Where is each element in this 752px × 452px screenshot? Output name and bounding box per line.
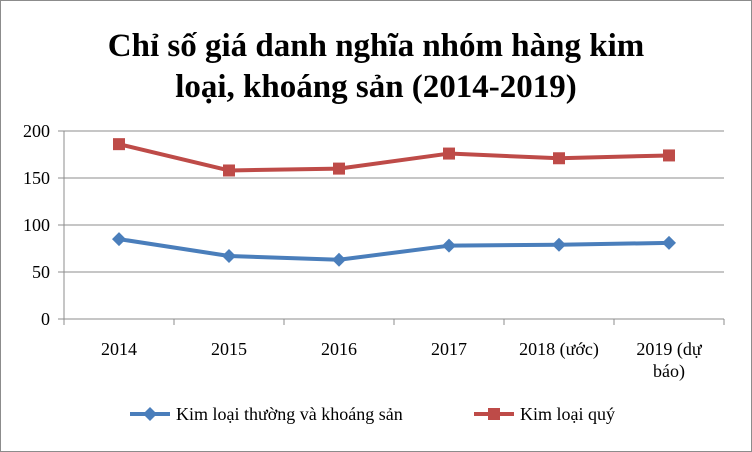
chart-title-line-1: Chỉ số giá danh nghĩa nhóm hàng kim <box>108 28 644 64</box>
legend-label-precious-metals: Kim loại quý <box>520 404 615 424</box>
data-point-diamond <box>332 252 346 267</box>
y-tick-label: 50 <box>32 262 50 282</box>
data-point-diamond <box>442 238 456 253</box>
data-point-square <box>443 147 455 160</box>
x-tick-label: 2014 <box>101 339 137 359</box>
data-point-square <box>113 138 125 151</box>
data-point-square <box>663 149 675 162</box>
gridlines <box>64 130 724 273</box>
data-point-square <box>223 164 235 177</box>
x-tick-label: báo) <box>653 361 685 382</box>
legend-marker-regular-metals <box>143 407 157 421</box>
chart-title-line-2: loại, khoáng sản (2014-2019) <box>175 69 577 105</box>
x-tick-label: 2016 <box>321 339 357 359</box>
data-point-square <box>333 162 345 175</box>
y-tick-label: 100 <box>23 215 50 235</box>
y-tick-label: 0 <box>41 309 50 329</box>
y-tick-label: 150 <box>23 168 50 188</box>
x-tick-label: 2017 <box>431 339 467 359</box>
x-tick-label: 2018 (ước) <box>519 339 599 360</box>
data-point-diamond <box>662 235 676 250</box>
series-line-1 <box>118 142 670 173</box>
x-tick-label: 2019 (dự <box>636 339 702 360</box>
data-point-diamond <box>222 249 236 264</box>
data-point-diamond <box>552 237 566 252</box>
x-tick-label: 2015 <box>211 339 247 359</box>
legend: Kim loại thường và khoáng sản Kim loại q… <box>130 404 615 424</box>
legend-marker-precious-metals <box>488 408 500 420</box>
axes: 0 50 100 150 200 2014 2015 2016 2017 2018 (ước) 20… <box>23 121 725 382</box>
series <box>112 138 676 267</box>
legend-label-regular-metals: Kim loại thường và khoáng sản <box>176 404 403 424</box>
series-line-0 <box>118 237 670 262</box>
data-point-diamond <box>112 232 126 247</box>
data-point-square <box>553 152 565 165</box>
y-tick-label: 200 <box>23 121 50 141</box>
